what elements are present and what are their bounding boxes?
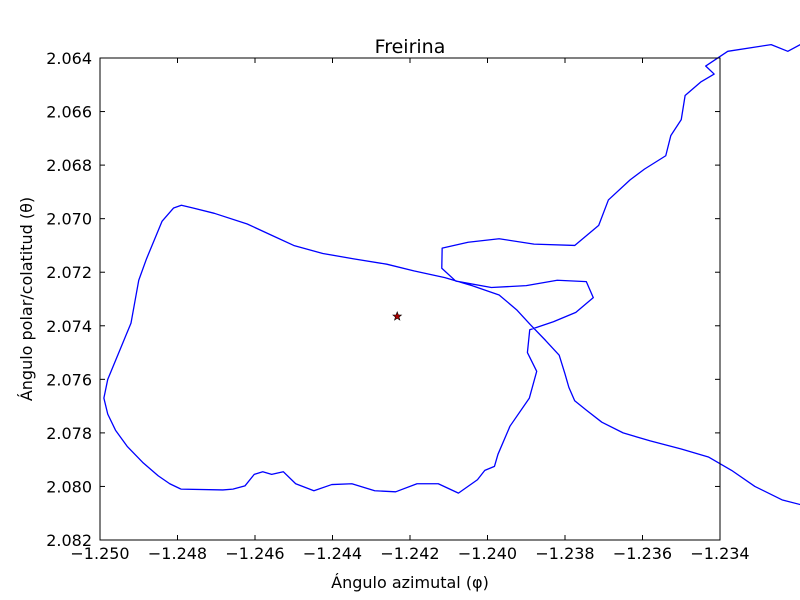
y-tick-label: 2.066	[46, 103, 92, 122]
x-tick-label: −1.248	[148, 544, 207, 563]
axes-ticks: −1.250 −1.248 −1.246 −1.244 −1.242 −1.240 −1.2…	[46, 49, 749, 563]
x-axis-label: Ángulo azimutal (φ)	[331, 573, 489, 592]
plot-area	[103, 43, 800, 506]
chart-title: Freirina	[375, 36, 446, 58]
y-tick-label: 2.070	[46, 210, 92, 229]
axes-frame	[99, 57, 721, 541]
y-tick-label: 2.074	[46, 317, 92, 336]
y-tick-label: 2.076	[46, 370, 92, 389]
y-axis-label: Ángulo polar/colatitud (θ)	[17, 197, 36, 401]
x-tick-label: −1.236	[613, 544, 672, 563]
x-tick-label: −1.240	[458, 544, 517, 563]
y-tick-label: 2.082	[46, 531, 92, 550]
x-tick-label: −1.238	[535, 544, 594, 563]
y-tick-label: 2.068	[46, 156, 92, 175]
y-tick-label: 2.080	[46, 477, 92, 496]
y-tick-label: 2.072	[46, 263, 92, 282]
y-tick-label: 2.078	[46, 424, 92, 443]
centroid-star-marker	[392, 311, 403, 321]
x-tick-label: −1.244	[303, 544, 362, 563]
x-tick-label: −1.250	[70, 544, 129, 563]
x-tick-label: −1.246	[225, 544, 284, 563]
y-tick-label: 2.064	[46, 49, 92, 68]
x-tick-label: −1.242	[380, 544, 439, 563]
boundary-line	[103, 43, 800, 506]
x-tick-label: −1.234	[690, 544, 749, 563]
